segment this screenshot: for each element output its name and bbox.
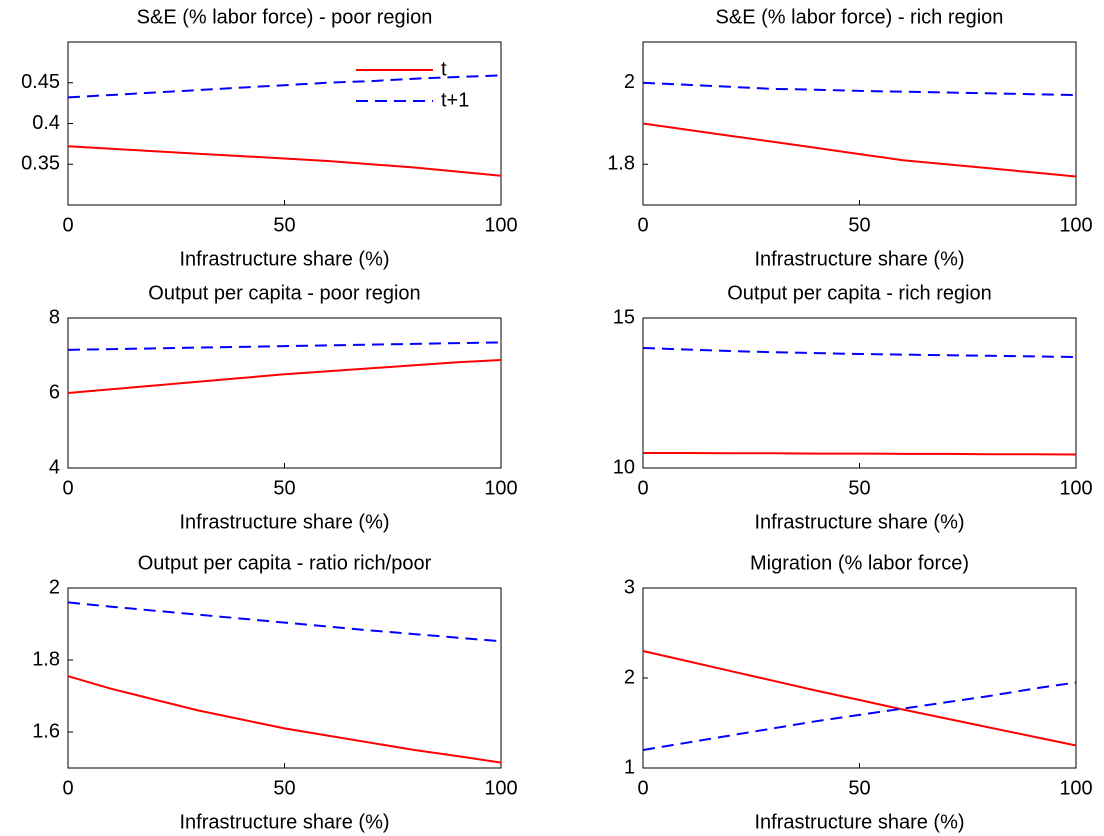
data-line xyxy=(67,359,502,394)
chart-title: Output per capita - poor region xyxy=(148,282,420,304)
data-line xyxy=(642,681,1077,751)
y-tick-label: 15 xyxy=(613,306,635,328)
y-tick-label: 3 xyxy=(624,576,635,598)
x-tick-label: 50 xyxy=(848,214,870,236)
data-line xyxy=(642,81,1077,96)
x-tick-label: 0 xyxy=(62,477,73,499)
axes-frame xyxy=(642,587,1077,769)
x-tick-label: 0 xyxy=(637,214,648,236)
axes-frame xyxy=(67,317,502,469)
y-tick-label: 6 xyxy=(49,381,60,403)
x-tick-label: 100 xyxy=(1059,477,1092,499)
data-line xyxy=(67,601,502,643)
y-tick-label: 1 xyxy=(624,756,635,778)
data-line xyxy=(67,74,502,99)
x-axis-label: Infrastructure share (%) xyxy=(754,511,964,533)
data-line xyxy=(643,452,1077,456)
chart-title: Migration (% labor force) xyxy=(750,552,969,574)
y-tick-label: 4 xyxy=(49,456,60,478)
x-tick-label: 50 xyxy=(273,214,295,236)
x-axis-label: Infrastructure share (%) xyxy=(179,248,389,270)
legend-label: t+1 xyxy=(441,89,469,111)
x-tick-label: 100 xyxy=(1059,777,1092,799)
x-tick-label: 50 xyxy=(848,477,870,499)
x-axis-label: Infrastructure share (%) xyxy=(754,248,964,270)
chart-title: S&E (% labor force) - poor region xyxy=(137,6,433,28)
x-tick-label: 100 xyxy=(484,777,517,799)
y-tick-label: 10 xyxy=(613,456,635,478)
x-tick-label: 0 xyxy=(637,477,648,499)
y-tick-label: 1.8 xyxy=(607,153,635,175)
x-tick-label: 0 xyxy=(62,777,73,799)
x-axis-label: Infrastructure share (%) xyxy=(179,511,389,533)
x-tick-label: 50 xyxy=(273,477,295,499)
axes-frame xyxy=(642,41,1077,206)
data-line xyxy=(67,145,502,177)
data-line xyxy=(642,122,1077,178)
y-tick-label: 1.8 xyxy=(32,648,60,670)
chart-title: Output per capita - rich region xyxy=(727,282,992,304)
axes-frame xyxy=(67,587,502,769)
legend-label: t xyxy=(441,58,447,80)
y-tick-label: 0.45 xyxy=(21,71,60,93)
x-tick-label: 0 xyxy=(637,777,648,799)
axes-frame xyxy=(67,41,502,206)
x-tick-label: 100 xyxy=(484,477,517,499)
y-tick-label: 2 xyxy=(49,576,60,598)
data-line xyxy=(67,675,502,764)
x-axis-label: Infrastructure share (%) xyxy=(754,811,964,833)
data-line xyxy=(642,347,1077,358)
y-tick-label: 1.6 xyxy=(32,720,60,742)
y-tick-label: 0.4 xyxy=(32,112,60,134)
data-line xyxy=(642,650,1077,747)
x-axis-label: Infrastructure share (%) xyxy=(179,811,389,833)
y-tick-label: 8 xyxy=(49,306,60,328)
x-tick-label: 100 xyxy=(484,214,517,236)
y-tick-label: 2 xyxy=(624,71,635,93)
x-tick-label: 100 xyxy=(1059,214,1092,236)
x-tick-label: 50 xyxy=(848,777,870,799)
y-tick-label: 2 xyxy=(624,666,635,688)
chart-title: S&E (% labor force) - rich region xyxy=(716,6,1004,28)
x-tick-label: 0 xyxy=(62,214,73,236)
axes-frame xyxy=(642,317,1077,469)
data-line xyxy=(67,341,502,351)
x-tick-label: 50 xyxy=(273,777,295,799)
chart-title: Output per capita - ratio rich/poor xyxy=(138,552,432,574)
y-tick-label: 0.35 xyxy=(21,153,60,175)
